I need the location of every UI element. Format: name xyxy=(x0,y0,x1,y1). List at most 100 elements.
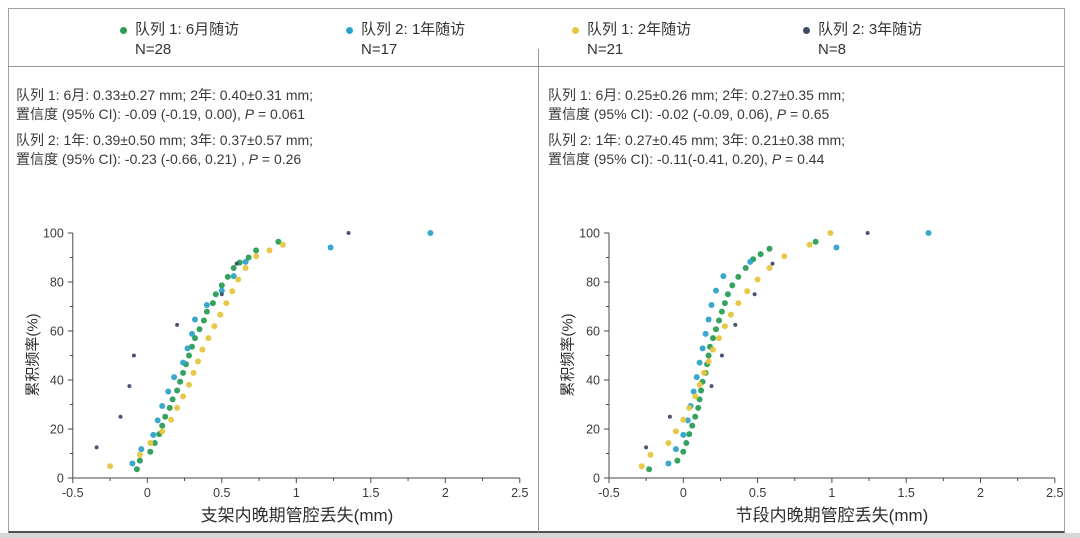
data-point xyxy=(147,448,154,455)
legend-item-cohort2-3y: 队列 2: 3年随访 N=8 xyxy=(803,20,922,60)
data-point xyxy=(806,241,813,248)
data-point xyxy=(680,416,687,423)
data-point xyxy=(189,343,195,350)
data-point xyxy=(136,457,143,464)
data-point xyxy=(94,445,99,450)
data-point xyxy=(275,238,282,245)
x-tick-label: 1 xyxy=(293,486,300,500)
data-point xyxy=(646,466,653,473)
data-point xyxy=(747,258,754,265)
data-point xyxy=(674,457,681,464)
data-point xyxy=(180,369,187,376)
data-point xyxy=(266,247,273,254)
data-point xyxy=(686,404,693,411)
data-point xyxy=(192,316,198,323)
data-point xyxy=(686,431,693,438)
legend-n-count: N=17 xyxy=(361,41,398,58)
series-队列 2: 3年随访 xyxy=(94,231,351,450)
data-point xyxy=(235,276,242,283)
x-axis-label-right: 节段内晚期管腔丢失(mm) xyxy=(735,506,929,525)
data-point xyxy=(190,369,197,376)
series-队列 2: 1年随访 xyxy=(665,230,932,467)
series-队列 2: 3年随访 xyxy=(644,231,870,450)
data-point xyxy=(427,230,434,236)
data-point xyxy=(159,422,166,429)
data-point xyxy=(702,330,709,337)
data-point xyxy=(127,384,132,389)
data-point xyxy=(701,369,708,376)
data-point xyxy=(766,265,773,271)
data-point xyxy=(242,258,249,265)
stats-line: 置信度 (95% CI): -0.02 (-0.09, 0.06), P = 0… xyxy=(548,106,830,122)
y-tick-label: 80 xyxy=(586,276,600,290)
x-tick-label: 2 xyxy=(977,486,984,500)
data-point xyxy=(118,414,123,419)
data-point xyxy=(719,353,724,358)
data-point xyxy=(690,388,697,395)
data-point xyxy=(136,451,143,458)
data-point xyxy=(752,292,757,297)
data-point xyxy=(180,359,187,366)
data-point xyxy=(218,287,225,294)
data-point xyxy=(742,265,749,271)
x-tick-label: 0.5 xyxy=(213,486,230,500)
data-point xyxy=(203,308,210,315)
data-point xyxy=(684,417,691,424)
stats-line: 队列 1: 6月: 0.33±0.27 mm; 2年: 0.40±0.31 mm… xyxy=(16,87,314,103)
y-tick-label: 20 xyxy=(586,423,600,437)
panel-divider-line xyxy=(538,49,539,532)
x-tick-label: -0.5 xyxy=(62,486,84,500)
data-point xyxy=(219,292,224,297)
data-point xyxy=(638,463,645,470)
x-tick-label: 1 xyxy=(828,486,835,500)
data-point xyxy=(698,387,705,394)
data-point xyxy=(279,241,286,248)
data-point xyxy=(174,387,181,394)
data-point xyxy=(177,378,184,385)
data-point xyxy=(165,388,172,395)
legend-item-cohort2-1y: 队列 2: 1年随访 N=17 xyxy=(346,20,465,60)
data-point xyxy=(865,231,870,235)
data-point xyxy=(107,463,114,470)
data-point xyxy=(129,460,136,467)
stats-line: 置信度 (95% CI): -0.23 (-0.66, 0.21) , P = … xyxy=(16,151,302,167)
data-point xyxy=(696,381,703,388)
x-tick-label: 0 xyxy=(144,486,151,500)
data-point xyxy=(692,413,699,420)
x-tick-label: -0.5 xyxy=(598,486,620,500)
data-point xyxy=(744,288,751,295)
figure-frame xyxy=(8,8,1065,534)
data-point xyxy=(131,353,136,358)
data-point xyxy=(168,416,175,423)
data-point xyxy=(713,287,719,294)
data-point xyxy=(180,393,187,400)
y-tick-label: 0 xyxy=(593,472,600,486)
legend-label: 队列 1: 2年随访 xyxy=(587,21,692,38)
data-point xyxy=(209,300,216,307)
data-point xyxy=(683,440,690,446)
data-point xyxy=(693,374,700,381)
data-point xyxy=(245,254,252,261)
data-point xyxy=(709,384,714,389)
data-point xyxy=(667,414,672,419)
data-point xyxy=(346,231,351,235)
data-point xyxy=(735,273,742,280)
series-队列 1: 2年随访 xyxy=(107,241,286,470)
stats-line: 队列 2: 1年: 0.27±0.45 mm; 3年: 0.21±0.38 mm… xyxy=(548,132,846,148)
data-point xyxy=(150,431,157,438)
data-point xyxy=(672,446,679,453)
series-队列 1: 2年随访 xyxy=(638,230,834,470)
bottom-strip xyxy=(0,533,1080,538)
data-point xyxy=(770,261,775,266)
data-point xyxy=(724,291,731,298)
data-point xyxy=(757,251,764,258)
data-point xyxy=(211,323,218,330)
data-point xyxy=(696,359,703,366)
data-point xyxy=(812,238,819,245)
data-point xyxy=(151,440,158,446)
x-tick-label: 1.5 xyxy=(362,486,379,500)
legend-label: 队列 2: 1年随访 xyxy=(361,21,466,38)
